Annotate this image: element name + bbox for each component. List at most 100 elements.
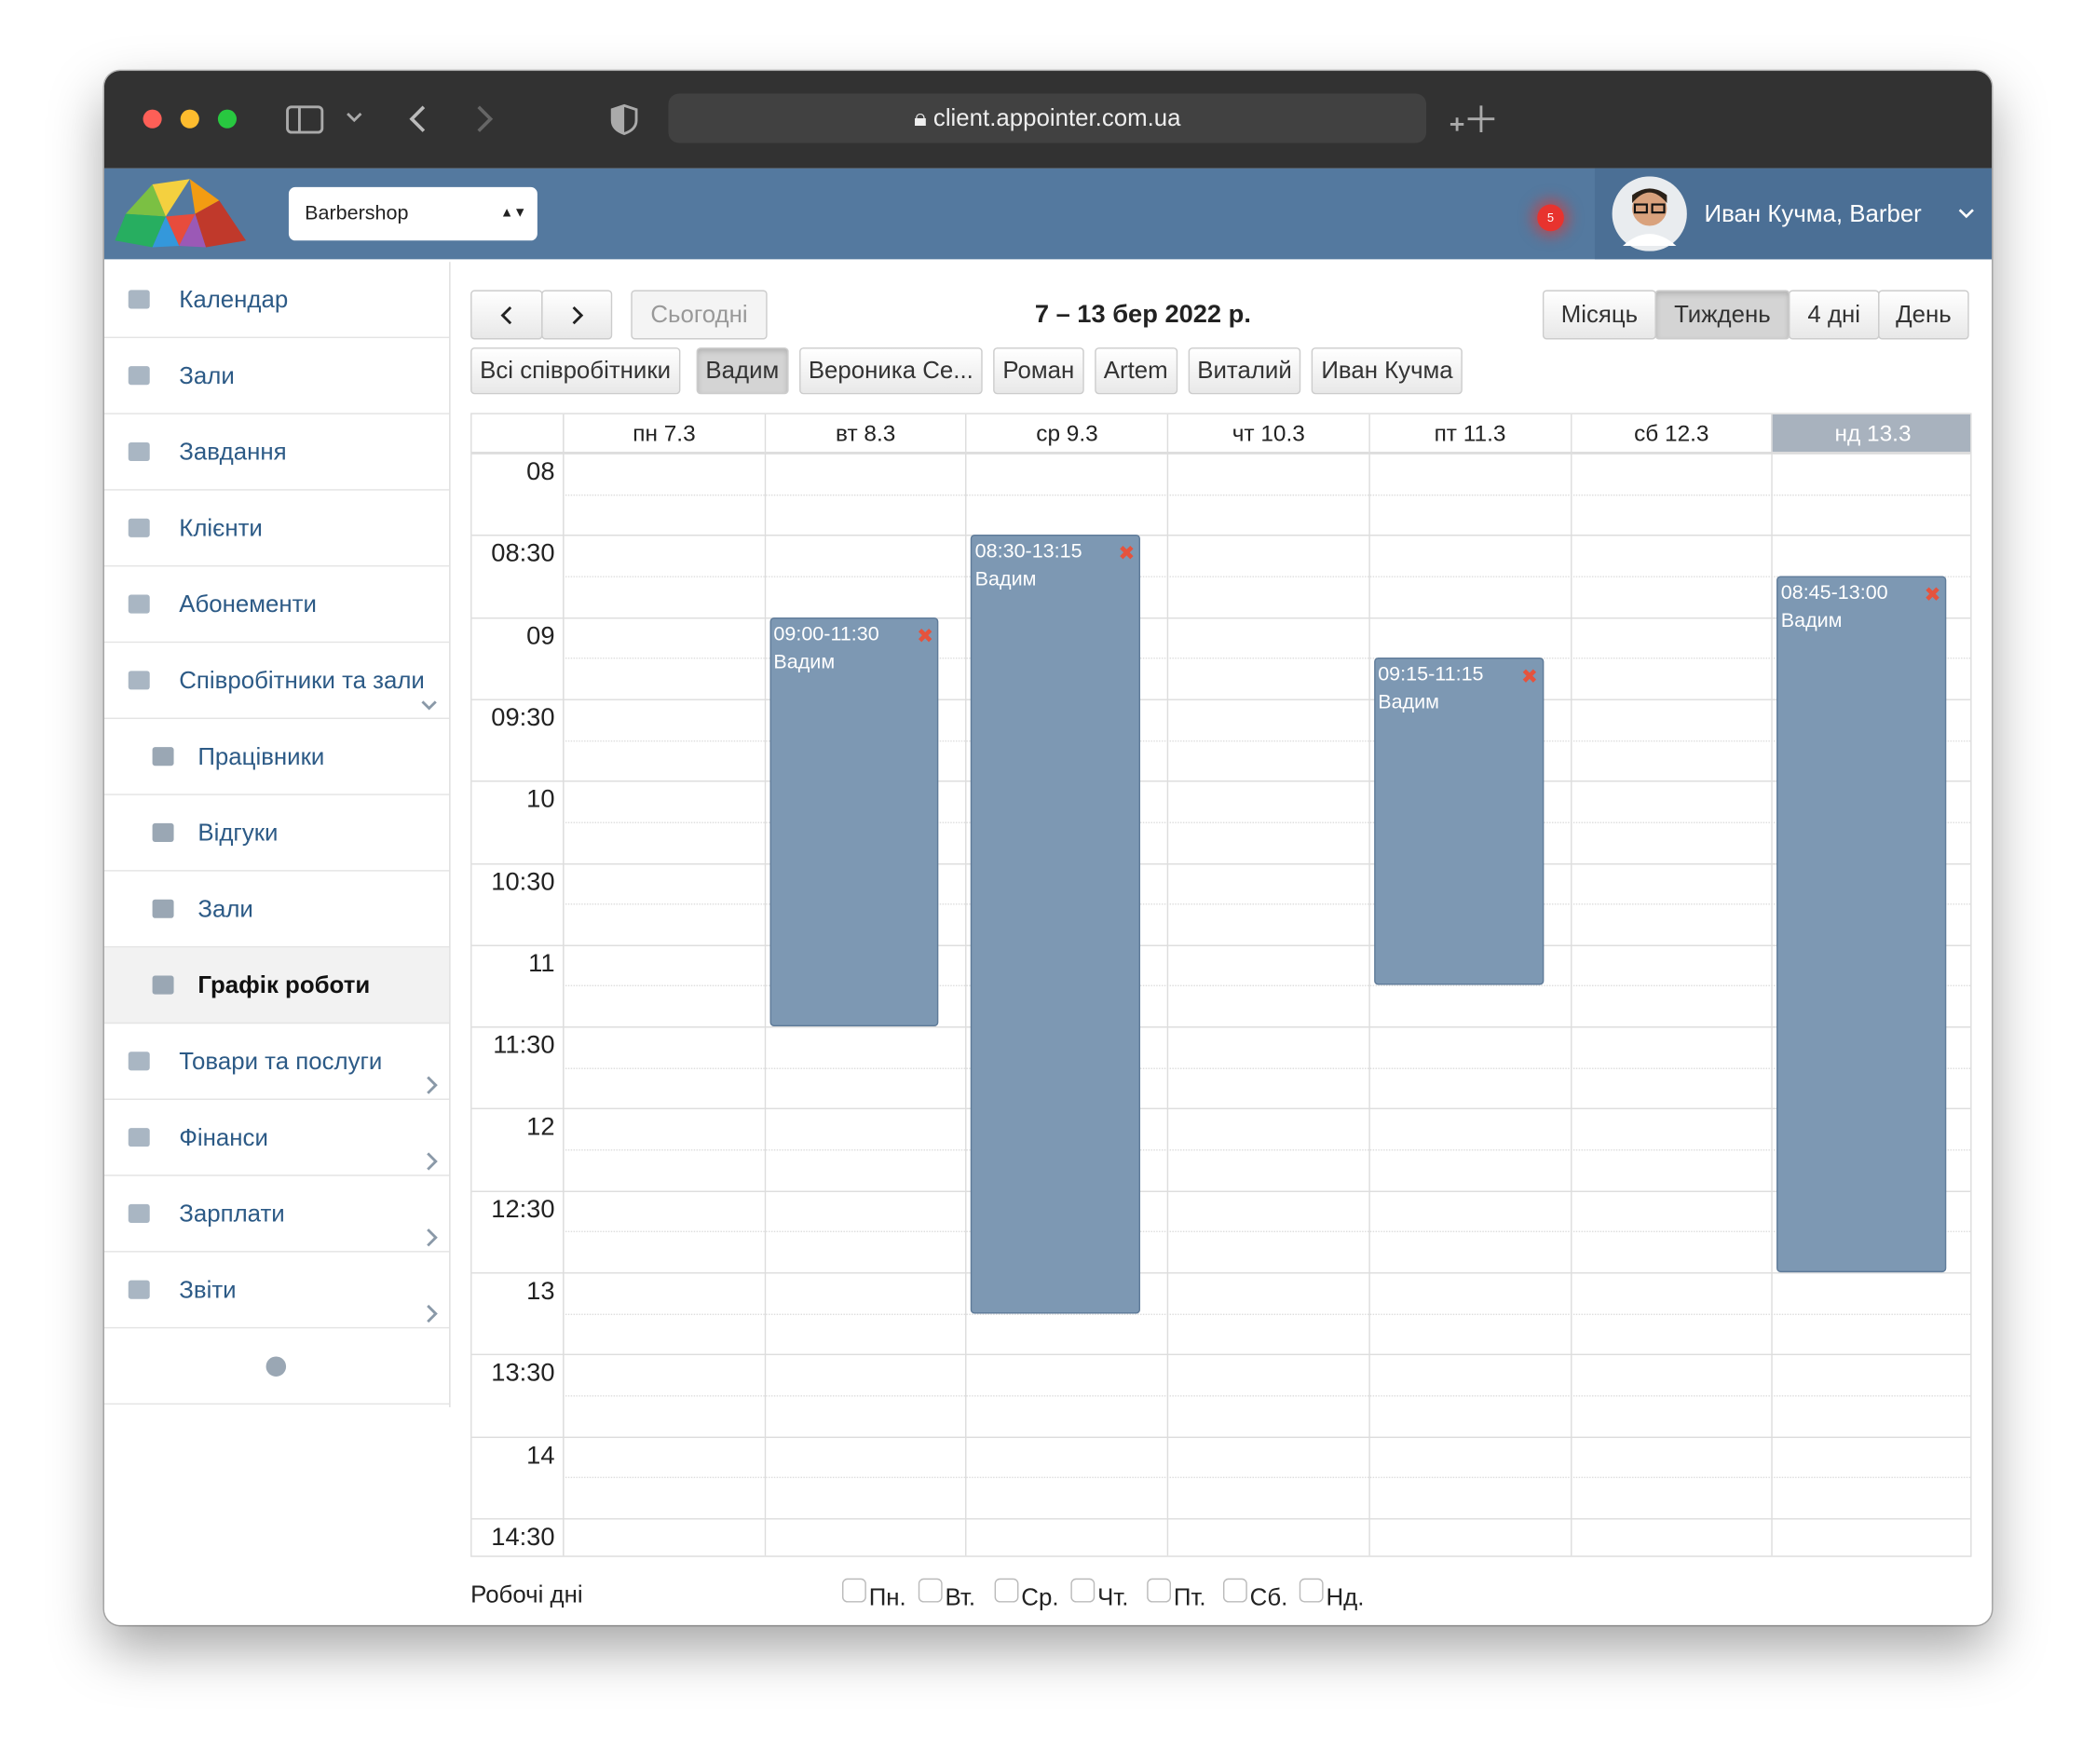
time-label: 09:30: [491, 704, 555, 733]
sidebar-label: Зали: [179, 361, 235, 389]
grid-half-line: [563, 821, 1971, 823]
grid-half-line: [563, 1476, 1971, 1479]
sidebar-item[interactable]: Фінанси: [103, 1100, 450, 1176]
day-checkbox[interactable]: [1299, 1578, 1324, 1603]
sidebar-item[interactable]: Зарплати: [103, 1176, 450, 1253]
sidebar-item[interactable]: Календар: [103, 262, 450, 339]
day-column: [1570, 453, 1572, 1556]
app-header: Barbershop ▲▼ 5 Иван Кучма, Barber: [103, 168, 1993, 260]
sidebar-icon: [128, 366, 150, 386]
staff-button[interactable]: Виталий: [1188, 347, 1301, 395]
staff-button[interactable]: Artem: [1094, 347, 1177, 395]
day-checkbox-label: Вт.: [945, 1583, 976, 1611]
day-column: [1771, 453, 1774, 1556]
event-name: Вадим: [1378, 691, 1439, 714]
today-button[interactable]: Сьогодні: [631, 290, 768, 340]
calendar-area: Сьогодні 7 – 13 бер 2022 р. Місяць Тиждень 4…: [104, 71, 1992, 1625]
grid-row-line: [471, 1517, 1971, 1520]
sidebar-icon: [128, 1280, 150, 1299]
day-column: [965, 453, 968, 1556]
day-checkbox[interactable]: [994, 1578, 1019, 1603]
sidebar-icon: [128, 1052, 150, 1071]
day-checkbox[interactable]: [1070, 1578, 1096, 1603]
calendar-grid: пн 7.3 вт 8.3 ср 9.3 чт 10.3 пт 11.3 сб 12.3 н…: [470, 413, 1972, 1557]
sidebar-item[interactable]: Працівники: [103, 719, 450, 795]
business-select[interactable]: Barbershop ▲▼: [288, 186, 538, 241]
next-button[interactable]: [541, 290, 613, 340]
sidebar-icon: [128, 518, 150, 537]
notification-badge[interactable]: 5: [1537, 204, 1564, 232]
time-label: 09: [526, 622, 555, 651]
day-checkbox[interactable]: [918, 1578, 943, 1603]
day-column: [1368, 453, 1370, 1556]
time-label: 12:30: [491, 1195, 555, 1224]
collapse-row[interactable]: [103, 1328, 450, 1405]
sidebar-item[interactable]: Зали: [103, 872, 450, 948]
sidebar-item[interactable]: Співробітники та зали: [103, 643, 450, 720]
shift-event[interactable]: 08:45-13:00 Вадим ✖: [1776, 576, 1947, 1273]
view-button[interactable]: Місяць: [1542, 290, 1656, 340]
shift-event[interactable]: 09:00-11:30 Вадим ✖: [769, 617, 939, 1027]
day-checkbox[interactable]: [1147, 1578, 1172, 1603]
shift-event[interactable]: 09:15-11:15 Вадим ✖: [1373, 658, 1544, 986]
day-header: вт 8.3: [764, 414, 966, 454]
time-label: 10: [526, 786, 555, 815]
event-delete[interactable]: ✖: [917, 624, 934, 648]
sidebar: Календар Зали Завдання Клієнти Абонементи Спі…: [103, 262, 451, 1408]
view-button[interactable]: Тиждень: [1654, 290, 1790, 340]
view-button[interactable]: День: [1878, 290, 1969, 340]
grid-half-line: [563, 903, 1971, 905]
avatar: [1612, 176, 1687, 251]
grid-row-line: [471, 453, 1971, 455]
day-header: чт 10.3: [1166, 414, 1369, 454]
time-column-border: [563, 414, 565, 1556]
staff-button[interactable]: Вероника Се...: [798, 347, 983, 395]
sidebar-label: Товари та послуги: [179, 1048, 383, 1075]
event-time: 09:15-11:15: [1378, 663, 1484, 686]
sidebar-chevron: [422, 1202, 441, 1247]
day-checkbox[interactable]: [1222, 1578, 1247, 1603]
sidebar-icon: [152, 822, 174, 843]
prev-button[interactable]: [470, 290, 543, 340]
shift-event[interactable]: 08:30-13:15 Вадим ✖: [971, 535, 1141, 1314]
event-delete[interactable]: ✖: [1118, 543, 1136, 566]
user-name[interactable]: Иван Кучма, Barber: [1704, 200, 1922, 227]
url-bar[interactable]: 🔒︎ client.appointer.com.ua: [668, 93, 1427, 143]
time-label: 12: [526, 1113, 555, 1143]
sidebar-item[interactable]: Зали: [103, 338, 450, 414]
time-label: 13:30: [491, 1359, 555, 1388]
sidebar-label: Клієнти: [179, 514, 263, 542]
sidebar-item[interactable]: Відгуки: [103, 795, 450, 872]
staff-button[interactable]: Роман: [993, 347, 1084, 395]
day-checkbox-label: Пн.: [868, 1583, 906, 1611]
event-delete[interactable]: ✖: [1520, 665, 1538, 689]
staff-button[interactable]: Иван Кучма: [1312, 347, 1463, 395]
sidebar-item[interactable]: Товари та послуги: [103, 1024, 450, 1100]
sidebar-item[interactable]: Клієнти: [103, 491, 450, 567]
grid-row-line: [471, 780, 1971, 782]
time-label: 11:30: [493, 1031, 555, 1061]
time-label: 13: [526, 1277, 555, 1306]
sidebar-item[interactable]: Завдання: [103, 414, 450, 491]
event-delete[interactable]: ✖: [1924, 583, 1941, 607]
sidebar-item[interactable]: Графік роботи: [103, 947, 450, 1024]
sidebar-label: Звіти: [179, 1276, 237, 1304]
working-days-label: Робочі дні: [470, 1581, 583, 1608]
sidebar-label: Абонементи: [179, 590, 317, 617]
view-button[interactable]: 4 дні: [1788, 290, 1880, 340]
grid-half-line: [563, 576, 1971, 577]
grid-half-line: [563, 1394, 1971, 1397]
day-checkbox-label: Нд.: [1326, 1583, 1365, 1611]
sidebar-chevron: [422, 1127, 441, 1171]
staff-button[interactable]: Вадим: [696, 347, 789, 395]
grid-half-line: [563, 1149, 1971, 1151]
url-text: client.appointer.com.ua: [932, 103, 1181, 131]
sidebar-icon: [152, 899, 174, 918]
collapse-icon: [265, 1356, 287, 1377]
sidebar-item[interactable]: Звіти: [103, 1253, 450, 1329]
day-checkbox[interactable]: [842, 1578, 866, 1603]
staff-button[interactable]: Всі співробітники: [470, 347, 681, 395]
sidebar-label: Зали: [197, 895, 253, 923]
sidebar-item[interactable]: Абонементи: [103, 566, 450, 644]
day-header: нд 13.3: [1771, 414, 1971, 454]
